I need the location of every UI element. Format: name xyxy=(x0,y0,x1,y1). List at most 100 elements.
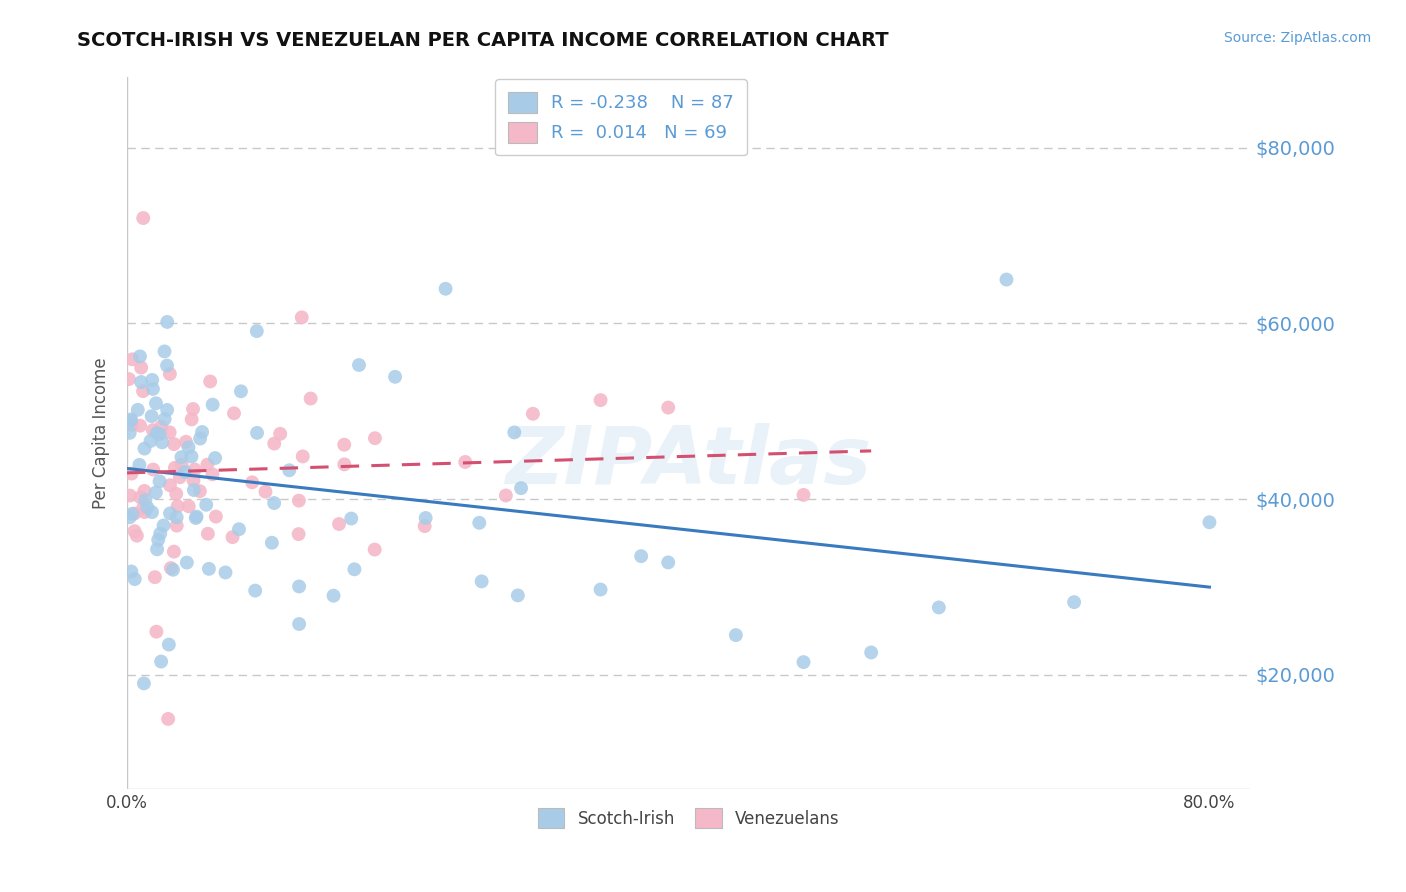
Point xyxy=(188,432,211,446)
Point xyxy=(860,645,883,659)
Point xyxy=(120,412,142,426)
Point xyxy=(288,579,311,593)
Point xyxy=(589,582,612,597)
Point xyxy=(322,589,344,603)
Point xyxy=(288,617,311,632)
Point xyxy=(198,375,221,389)
Point xyxy=(124,572,146,586)
Point xyxy=(157,712,180,726)
Point xyxy=(191,425,214,439)
Point xyxy=(522,407,544,421)
Point xyxy=(141,409,163,424)
Point xyxy=(657,556,679,570)
Point xyxy=(1063,595,1085,609)
Point xyxy=(152,518,174,533)
Point xyxy=(174,434,197,449)
Point xyxy=(181,402,204,417)
Point xyxy=(260,535,283,549)
Point xyxy=(724,628,747,642)
Point xyxy=(180,450,202,464)
Point xyxy=(118,372,141,386)
Point xyxy=(129,350,152,364)
Point xyxy=(792,655,814,669)
Point xyxy=(156,315,179,329)
Point xyxy=(201,398,224,412)
Point xyxy=(148,475,170,489)
Point xyxy=(142,423,165,437)
Point xyxy=(291,310,314,325)
Point xyxy=(510,481,533,495)
Point xyxy=(121,417,143,432)
Point xyxy=(186,509,208,524)
Point xyxy=(589,393,612,408)
Point xyxy=(174,465,197,479)
Point xyxy=(177,440,200,454)
Point xyxy=(134,483,156,498)
Point xyxy=(347,358,370,372)
Point xyxy=(129,360,152,375)
Point xyxy=(384,369,406,384)
Point xyxy=(127,402,149,417)
Point xyxy=(245,583,267,598)
Point xyxy=(343,562,366,576)
Point xyxy=(328,516,350,531)
Point xyxy=(288,493,311,508)
Point xyxy=(129,491,152,505)
Point xyxy=(204,451,226,466)
Point xyxy=(142,382,165,396)
Point xyxy=(184,511,207,525)
Point xyxy=(177,500,200,514)
Point xyxy=(415,511,437,525)
Point xyxy=(263,436,285,450)
Point xyxy=(136,500,159,515)
Point xyxy=(141,373,163,387)
Point xyxy=(150,420,173,434)
Point xyxy=(363,542,385,557)
Point xyxy=(120,414,142,428)
Point xyxy=(129,418,152,433)
Point xyxy=(176,556,198,570)
Point xyxy=(149,427,172,442)
Point xyxy=(228,522,250,536)
Point xyxy=(128,458,150,472)
Point xyxy=(364,431,387,445)
Point xyxy=(166,518,188,533)
Point xyxy=(333,438,356,452)
Point xyxy=(214,566,236,580)
Point xyxy=(159,425,181,440)
Point xyxy=(120,565,142,579)
Point xyxy=(205,509,228,524)
Point xyxy=(184,462,207,476)
Point xyxy=(995,272,1018,286)
Point xyxy=(166,499,188,513)
Point xyxy=(121,507,143,521)
Point xyxy=(145,396,167,410)
Point xyxy=(169,470,191,484)
Point xyxy=(229,384,252,399)
Point xyxy=(132,500,155,515)
Point xyxy=(221,530,243,544)
Point xyxy=(246,425,269,440)
Point xyxy=(163,544,186,558)
Point xyxy=(166,510,188,524)
Point xyxy=(125,529,148,543)
Point xyxy=(134,493,156,508)
Point xyxy=(197,526,219,541)
Point xyxy=(413,519,436,533)
Point xyxy=(222,406,245,420)
Point xyxy=(145,426,167,441)
Text: SCOTCH-IRISH VS VENEZUELAN PER CAPITA INCOME CORRELATION CHART: SCOTCH-IRISH VS VENEZUELAN PER CAPITA IN… xyxy=(77,31,889,50)
Point xyxy=(201,467,224,482)
Point xyxy=(139,434,162,448)
Point xyxy=(145,485,167,500)
Point xyxy=(156,359,179,373)
Point xyxy=(188,484,211,499)
Point xyxy=(132,676,155,690)
Point xyxy=(246,324,269,338)
Point xyxy=(254,484,277,499)
Point xyxy=(183,483,205,497)
Point xyxy=(157,638,180,652)
Point xyxy=(162,563,184,577)
Point xyxy=(159,367,181,381)
Point xyxy=(506,589,529,603)
